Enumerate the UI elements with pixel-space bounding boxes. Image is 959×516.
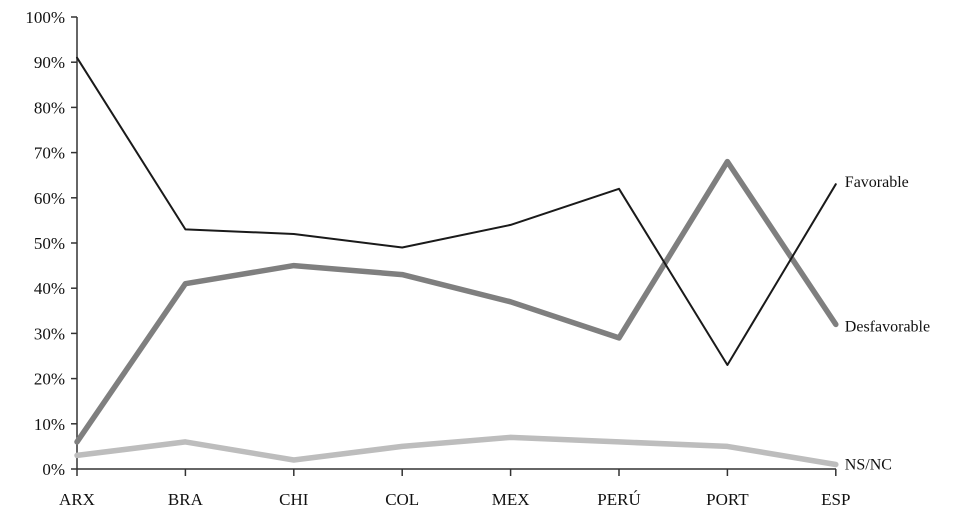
- series-line-favorable: [76, 56, 837, 366]
- x-tick-label: ESP: [821, 490, 850, 509]
- y-ticks: 0% 10% 20% 30% 40% 50% 60% 70% 80% 90% 100%: [25, 8, 77, 479]
- y-tick-label: 60%: [34, 189, 65, 208]
- series-line-desfavorable: [74, 158, 839, 445]
- x-tick-label: PERÚ: [597, 490, 640, 509]
- y-tick-label: 10%: [34, 415, 65, 434]
- x-tick-label: CHI: [279, 490, 309, 509]
- x-tick-label: ARX: [59, 490, 95, 509]
- y-tick-label: 40%: [34, 279, 65, 298]
- series-lines: [74, 56, 839, 468]
- series-label-favorable: Favorable: [845, 174, 909, 191]
- y-tick-label: 90%: [34, 53, 65, 72]
- y-tick-label: 30%: [34, 324, 65, 343]
- x-tick-label: BRA: [168, 490, 204, 509]
- x-tick-label: MEX: [492, 490, 530, 509]
- y-tick-label: 50%: [34, 234, 65, 253]
- y-tick-label: 0%: [42, 460, 65, 479]
- x-tick-label: PORT: [706, 490, 749, 509]
- x-tick-label: COL: [385, 490, 419, 509]
- series-label-ns-nc: NS/NC: [845, 456, 892, 473]
- y-tick-label: 20%: [34, 370, 65, 389]
- series-labels: Favorable Desfavorable NS/NC: [845, 174, 930, 473]
- axes: [76, 17, 836, 470]
- series-line-ns-nc: [74, 434, 839, 468]
- series-label-desfavorable: Desfavorable: [845, 318, 930, 335]
- y-tick-label: 100%: [25, 8, 65, 27]
- x-ticks: ARX BRA CHI COL MEX PERÚ PORT ESP: [59, 469, 850, 509]
- y-tick-label: 80%: [34, 98, 65, 117]
- y-tick-label: 70%: [34, 144, 65, 163]
